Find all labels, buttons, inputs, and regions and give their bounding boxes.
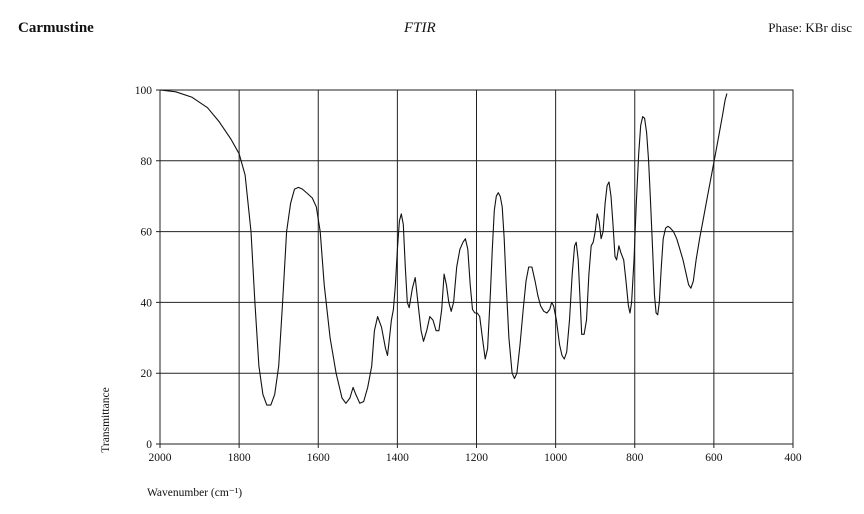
y-tick-0: 0 <box>146 439 152 451</box>
y-tick-20: 20 <box>141 368 153 380</box>
x-axis-label: Wavenumber (cm⁻¹) <box>147 487 242 499</box>
x-tick-labels: 2000 1800 1600 1400 1200 1000 800 600 400 <box>149 452 802 464</box>
y-tick-100: 100 <box>135 85 153 97</box>
spectrum-line-0 <box>159 89 728 406</box>
phase-label: Phase: KBr disc <box>768 20 852 35</box>
y-tick-80: 80 <box>141 156 153 168</box>
x-tick-800: 800 <box>626 452 644 464</box>
y-tick-labels: 0 20 40 60 80 100 <box>135 85 153 451</box>
method-label: FTIR <box>404 20 436 36</box>
x-tick-1800: 1800 <box>228 452 251 464</box>
y-tick-60: 60 <box>141 227 153 239</box>
x-tick-1000: 1000 <box>544 452 567 464</box>
x-tick-600: 600 <box>705 452 723 464</box>
x-tick-400: 400 <box>784 452 802 464</box>
chart-grid <box>156 89 794 448</box>
y-tick-40: 40 <box>141 297 153 309</box>
compound-name: Carmustine <box>18 20 94 36</box>
x-tick-1600: 1600 <box>307 452 330 464</box>
x-tick-1200: 1200 <box>465 452 488 464</box>
y-axis-label: Transmittance <box>100 387 112 452</box>
series-group <box>159 89 728 406</box>
x-tick-2000: 2000 <box>149 452 172 464</box>
x-tick-1400: 1400 <box>386 452 409 464</box>
